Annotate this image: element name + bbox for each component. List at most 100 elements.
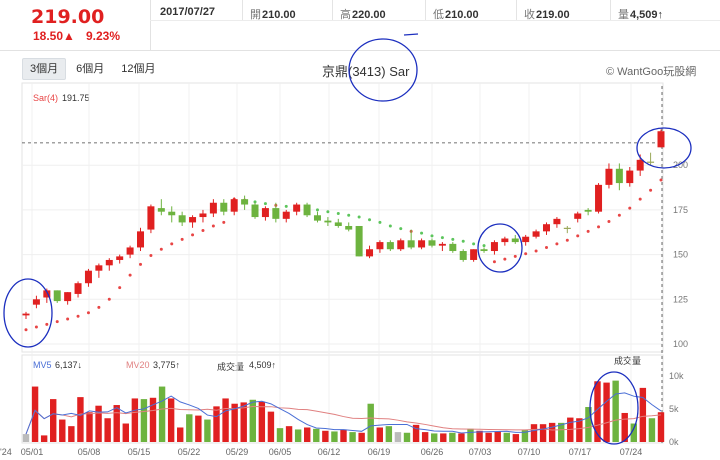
sar-dot (628, 206, 632, 210)
sar-dot (565, 238, 569, 242)
sar-dot (420, 231, 424, 235)
candle-body (532, 231, 540, 237)
open-label: 開 (250, 9, 261, 21)
sar-dot (399, 227, 403, 231)
sar-dot (180, 237, 184, 241)
tab-6-months[interactable]: 6個月 (76, 63, 105, 75)
date-tick-label: 05/01 (21, 447, 44, 457)
annotation-circle (477, 223, 523, 273)
sar-dot (253, 200, 257, 204)
chart-title: 京鼎(3413) Sar (322, 64, 410, 79)
volume-bar (131, 398, 139, 442)
sar-dot (649, 188, 653, 192)
volume-bar (222, 398, 229, 442)
range-tabs: 3個月 6個月 12個月 (22, 58, 166, 80)
volume-bar (340, 429, 347, 442)
date-tick-label: 07/24 (620, 447, 643, 457)
sar-dot (118, 286, 122, 290)
open-value: 210.00 (262, 9, 296, 21)
sar-dot (368, 218, 372, 222)
volume-bar (322, 430, 329, 442)
annotation-circle (636, 127, 692, 169)
sar-dot (544, 245, 548, 249)
date-tick-label: 06/19 (368, 447, 391, 457)
volume-bar (195, 415, 202, 442)
brand-watermark: © WantGoo玩股網 (606, 66, 697, 78)
sar-dot (492, 260, 496, 264)
volume-bar (59, 419, 66, 442)
high-stat: 高220.00 (340, 6, 386, 22)
candle-body (220, 202, 228, 212)
volume-y-tick-label: 5k (669, 404, 679, 414)
tab-3-months[interactable]: 3個月 (22, 58, 67, 80)
annotation-circle (589, 371, 639, 445)
volume-bar (458, 433, 465, 442)
sar-legend-value: 191.75 (62, 93, 90, 103)
sar-dot (222, 220, 226, 224)
candle-body (178, 215, 186, 223)
volume-bar (86, 412, 93, 442)
candle-body (189, 217, 197, 223)
volume-bar (657, 412, 665, 442)
volume-bar (431, 433, 438, 442)
date-tick-label: 07/03 (469, 447, 492, 457)
price-y-tick-label: 125 (673, 294, 688, 304)
volume-bar (204, 419, 211, 442)
sar-dot (66, 317, 70, 321)
candle-body (605, 168, 613, 185)
sar-dot (326, 210, 330, 214)
sar-dot (430, 234, 434, 238)
price-change: 18.50▲ (33, 29, 75, 43)
candle-body (157, 208, 165, 212)
volume-bar (594, 381, 601, 442)
candle-body (324, 220, 332, 223)
volume-bar (403, 432, 411, 442)
mv20-legend-label: MV20 (126, 360, 150, 370)
volume-bar (68, 426, 75, 442)
candle-body (126, 247, 134, 255)
sar-dot (86, 311, 90, 315)
volume-bar (294, 429, 302, 442)
candle-body (251, 204, 259, 218)
candle-body (522, 236, 530, 243)
volume-bar (376, 427, 383, 442)
volume-bar (349, 432, 356, 442)
date-tick-label: 05/29 (226, 447, 249, 457)
sar-dot (461, 239, 465, 243)
sar-dot (347, 213, 351, 217)
candle-body (313, 215, 321, 221)
sar-dot (617, 213, 621, 217)
close-label: 收 (524, 9, 535, 21)
volume-y-tick-label: 0k (669, 437, 679, 447)
volume-bar (249, 399, 256, 442)
candle-body (595, 184, 603, 212)
sar-dot (513, 254, 517, 258)
annotation-stroke (403, 33, 419, 36)
volume-bar (548, 422, 556, 442)
candle-body (272, 208, 280, 219)
volume-bar (421, 432, 429, 442)
volume-bar (585, 407, 592, 442)
candle-body (542, 224, 550, 232)
volume-bar (367, 403, 374, 442)
volume-bar (240, 402, 247, 442)
tab-12-months[interactable]: 12個月 (121, 63, 156, 75)
volume-bar (177, 427, 184, 442)
volume-panel-frame (21, 354, 664, 444)
quote-date: 2017/07/27 (160, 6, 216, 18)
price-y-tick-label: 175 (673, 205, 688, 215)
candle-body (105, 259, 113, 266)
candle-body (418, 240, 426, 248)
volume-bar (331, 431, 338, 442)
volume-bar (104, 418, 111, 442)
date-tick-label: 05/22 (178, 447, 201, 457)
candle-body (209, 202, 217, 214)
volume-bar (494, 431, 501, 442)
volume-y-tick-label: 10k (669, 371, 684, 381)
volume-bar (276, 428, 284, 442)
candle-body (470, 249, 478, 260)
candle-body (657, 131, 665, 148)
sar-dot (524, 252, 528, 256)
date-tick-label: 05/15 (128, 447, 151, 457)
volume-bar (394, 432, 402, 442)
